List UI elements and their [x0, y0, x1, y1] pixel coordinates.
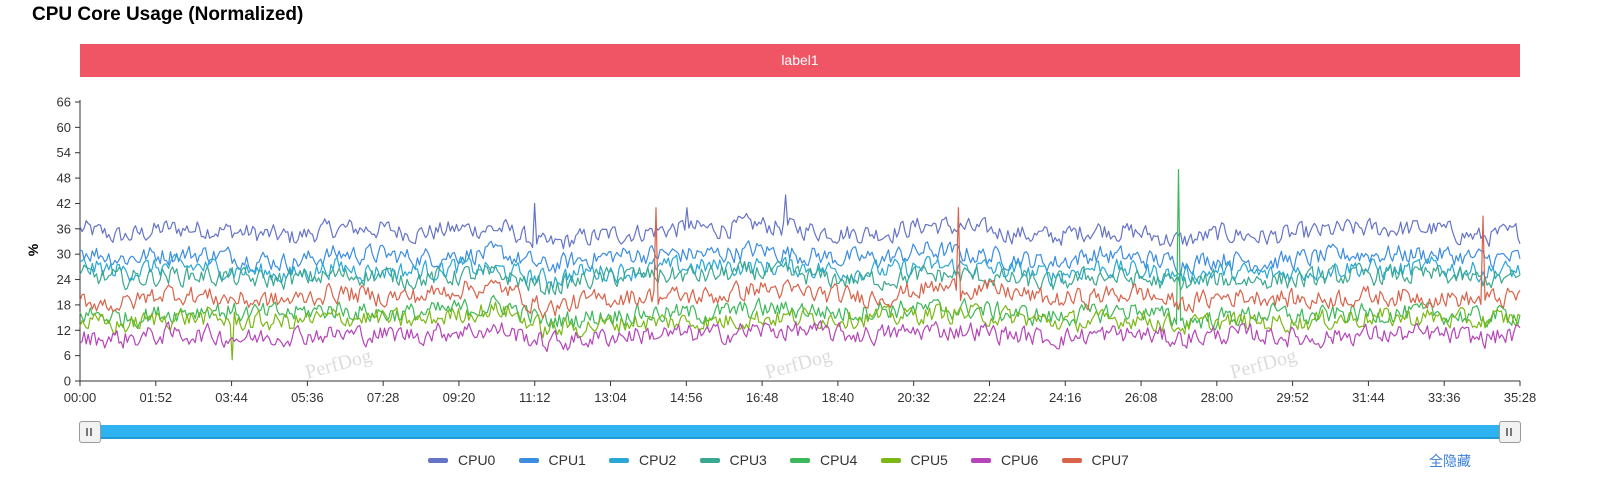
legend-item-cpu1[interactable]: CPU1	[518, 452, 586, 468]
legend-item-cpu2[interactable]: CPU2	[609, 452, 676, 468]
hide-all-button[interactable]: 全隐藏	[1429, 453, 1471, 469]
series-line-cpu6	[79, 320, 1521, 353]
data-zoom-left-handle[interactable]	[79, 421, 101, 443]
cpu-usage-line-chart: 0 6 12 18 24 30 36 42 48 54 60 66% 00:00 01:52 03:44 05…	[25, 95, 1537, 406]
watermark: PerfDog	[303, 345, 374, 384]
y-tick-label: 36	[57, 221, 71, 236]
data-zoom-right-handle[interactable]	[1499, 421, 1521, 443]
y-axis-label: %	[25, 243, 41, 256]
x-tick-label: 01:52	[140, 390, 173, 405]
legend-swatch	[790, 457, 810, 463]
legend-swatch	[518, 457, 539, 463]
x-tick-label: 09:20	[443, 390, 476, 405]
legend-item-cpu6[interactable]: CPU6	[971, 452, 1038, 468]
x-tick-label: 31:44	[1352, 390, 1385, 405]
data-zoom-range-bar[interactable]	[80, 425, 1520, 439]
legend-swatch	[699, 457, 720, 463]
series-line-cpu0	[79, 194, 1521, 250]
legend-label: CPU5	[910, 452, 948, 468]
label-banner: label1	[80, 44, 1520, 77]
legend-swatch	[609, 457, 629, 463]
legend-swatch	[880, 457, 901, 463]
y-tick-label: 66	[57, 95, 71, 110]
series-line-cpu5	[79, 301, 1521, 361]
legend-item-cpu5[interactable]: CPU5	[880, 452, 948, 468]
legend-label: CPU1	[548, 452, 586, 468]
series-line-cpu7	[79, 207, 1521, 319]
x-tick-label: 20:32	[897, 390, 930, 405]
x-tick-label: 29:52	[1276, 390, 1309, 405]
x-tick-label: 16:48	[746, 390, 779, 405]
x-tick-label: 33:36	[1428, 390, 1461, 405]
chart-legend: CPU0 CPU1 CPU2 CPU3 CPU4 CPU5 CPU6 CPU7	[0, 452, 1600, 472]
y-tick-label: 18	[57, 297, 71, 312]
x-tick-label: 26:08	[1125, 390, 1158, 405]
x-tick-label: 05:36	[291, 390, 324, 405]
legend-item-cpu7[interactable]: CPU7	[1061, 452, 1129, 468]
x-tick-label: 03:44	[215, 390, 248, 405]
y-tick-label: 24	[57, 272, 71, 287]
series-line-cpu3	[79, 260, 1521, 296]
y-tick-label: 30	[57, 247, 71, 262]
y-tick-label: 60	[57, 120, 71, 135]
x-tick-label: 11:12	[519, 390, 551, 405]
x-tick-label: 22:24	[973, 390, 1006, 405]
y-tick-label: 12	[57, 323, 71, 338]
x-tick-label: 18:40	[822, 390, 855, 405]
y-tick-label: 48	[57, 171, 71, 186]
x-tick-label: 00:00	[64, 390, 97, 405]
y-tick-label: 54	[57, 145, 71, 160]
x-tick-label: 07:28	[367, 390, 400, 405]
legend-swatch	[1061, 457, 1082, 463]
legend-item-cpu0[interactable]: CPU0	[428, 452, 495, 468]
watermark: PerfDog	[1228, 345, 1299, 384]
y-tick-label: 42	[57, 196, 71, 211]
x-tick-label: 24:16	[1049, 390, 1082, 405]
data-zoom-slider[interactable]	[79, 421, 1521, 443]
legend-label: CPU7	[1091, 452, 1129, 468]
x-tick-label: 13:04	[594, 390, 627, 405]
legend-item-cpu4[interactable]: CPU4	[790, 452, 857, 468]
legend-label: CPU0	[458, 452, 496, 468]
series-line-cpu4	[79, 169, 1521, 331]
legend-label: CPU2	[639, 452, 677, 468]
x-tick-label: 28:00	[1201, 390, 1234, 405]
legend-item-cpu3[interactable]: CPU3	[699, 452, 767, 468]
x-tick-label: 14:56	[670, 390, 703, 405]
legend-label: CPU4	[820, 452, 858, 468]
y-tick-label: 6	[64, 348, 71, 363]
series-line-cpu2	[79, 253, 1521, 289]
x-tick-label: 35:28	[1504, 390, 1537, 405]
legend-swatch	[428, 457, 448, 463]
chart-title: CPU Core Usage (Normalized)	[32, 4, 304, 25]
legend-label: CPU3	[729, 452, 767, 468]
legend-swatch	[971, 457, 991, 463]
legend-label: CPU6	[1001, 452, 1039, 468]
y-tick-label: 0	[64, 374, 71, 389]
watermark: PerfDog	[763, 345, 834, 384]
series-line-cpu1	[79, 240, 1521, 277]
